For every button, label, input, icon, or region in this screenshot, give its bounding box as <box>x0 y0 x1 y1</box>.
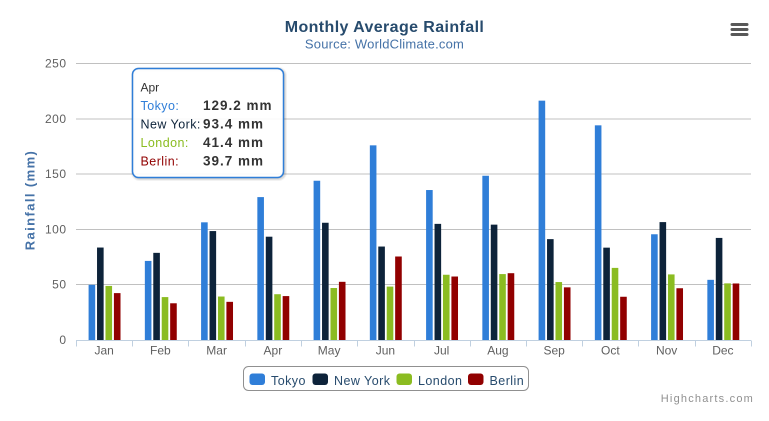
svg-text:Rainfall (mm): Rainfall (mm) <box>23 150 38 251</box>
svg-text:41.4 mm: 41.4 mm <box>203 135 264 150</box>
svg-text:Apr: Apr <box>141 81 160 95</box>
svg-text:93.4 mm: 93.4 mm <box>203 117 264 132</box>
svg-text:100: 100 <box>45 222 67 236</box>
svg-text:Monthly Average Rainfall: Monthly Average Rainfall <box>285 19 485 36</box>
svg-text:May: May <box>318 344 341 358</box>
svg-text:Source: WorldClimate.com: Source: WorldClimate.com <box>305 37 464 52</box>
svg-text:Sep: Sep <box>543 344 565 358</box>
svg-text:Jun: Jun <box>376 344 395 358</box>
svg-text:New York:: New York: <box>141 118 201 132</box>
svg-text:Tokyo: Tokyo <box>271 374 306 388</box>
svg-text:Berlin: Berlin <box>490 374 525 388</box>
svg-text:Tokyo:: Tokyo: <box>141 99 180 113</box>
svg-text:Aug: Aug <box>487 344 508 358</box>
svg-text:250: 250 <box>45 57 67 71</box>
svg-text:150: 150 <box>45 167 67 181</box>
svg-text:Mar: Mar <box>206 344 227 358</box>
svg-text:Berlin:: Berlin: <box>141 155 180 169</box>
svg-text:Nov: Nov <box>656 344 677 358</box>
svg-text:Oct: Oct <box>601 344 620 358</box>
svg-text:Dec: Dec <box>712 344 733 358</box>
svg-text:50: 50 <box>52 278 66 292</box>
svg-text:New York: New York <box>334 374 391 388</box>
svg-text:London:: London: <box>141 136 189 150</box>
svg-text:129.2 mm: 129.2 mm <box>203 98 273 113</box>
svg-text:London: London <box>418 374 462 388</box>
svg-text:Apr: Apr <box>264 344 283 358</box>
svg-text:Jul: Jul <box>434 344 449 358</box>
svg-text:Highcharts.com: Highcharts.com <box>661 393 754 405</box>
svg-text:Feb: Feb <box>150 344 171 358</box>
svg-text:200: 200 <box>45 112 67 126</box>
svg-text:0: 0 <box>59 333 66 347</box>
svg-text:39.7 mm: 39.7 mm <box>203 154 264 169</box>
svg-text:Jan: Jan <box>94 344 113 358</box>
